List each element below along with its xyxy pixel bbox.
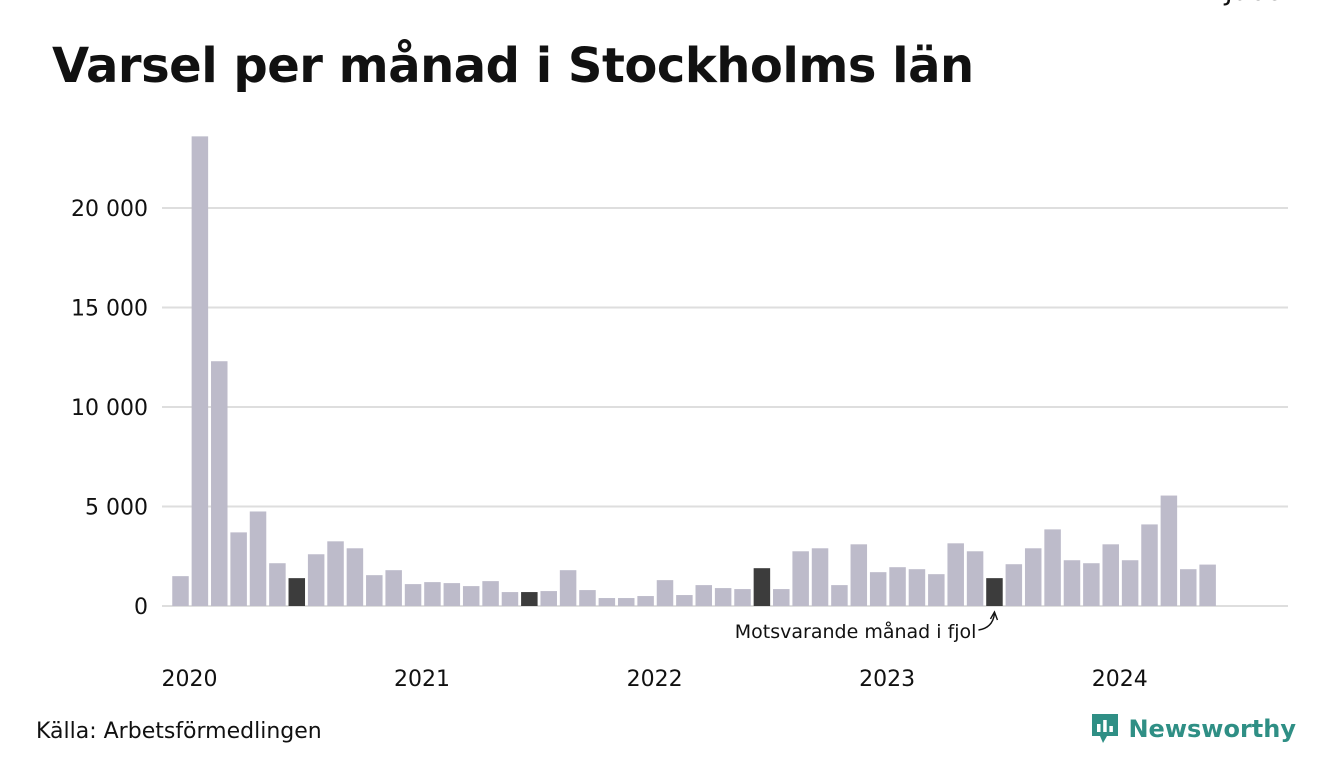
bar	[734, 589, 751, 606]
bar	[559, 570, 577, 606]
bar	[462, 586, 480, 606]
bar	[385, 570, 402, 606]
y-tick-label: 10 000	[71, 396, 148, 421]
bar	[773, 589, 790, 606]
bar	[850, 544, 868, 606]
bar	[191, 136, 209, 607]
bar	[230, 532, 247, 606]
bar	[908, 569, 926, 606]
bar	[1044, 529, 1061, 606]
y-tick-label: 5 000	[85, 496, 148, 521]
bar	[1121, 560, 1139, 606]
bar	[1160, 495, 1178, 606]
bar	[249, 511, 267, 606]
bar	[443, 583, 461, 606]
x-year-label: 2020	[162, 667, 218, 692]
bar	[1024, 548, 1042, 606]
current-month-label: Juli	[1223, 0, 1264, 7]
bar	[540, 591, 557, 606]
comparison-arrow	[978, 613, 996, 631]
bar	[869, 572, 887, 606]
bar	[714, 588, 732, 606]
comparison-arrowhead	[989, 610, 999, 621]
y-tick-label: 20 000	[71, 197, 148, 222]
x-year-label: 2023	[859, 667, 915, 692]
x-year-label: 2022	[627, 667, 683, 692]
bar	[346, 548, 364, 606]
comparison-label: Motsvarande månad i fjol	[735, 620, 977, 643]
bar	[792, 551, 809, 606]
bar	[269, 563, 286, 606]
bar	[831, 585, 848, 606]
bar	[424, 582, 441, 606]
bar	[404, 584, 422, 606]
bar	[1005, 564, 1023, 606]
bar	[656, 580, 674, 606]
bar	[1180, 569, 1197, 606]
source-note: Källa: Arbetsförmedlingen	[36, 719, 322, 744]
bar	[501, 592, 519, 606]
bar	[482, 581, 499, 606]
brand-name: Newsworthy	[1128, 715, 1296, 743]
bar	[637, 596, 654, 606]
bar	[366, 575, 383, 606]
bar	[811, 548, 829, 606]
bar	[579, 590, 596, 606]
bar-comparison	[521, 592, 538, 606]
bar	[1141, 524, 1158, 606]
bar	[1199, 564, 1216, 606]
bar	[1063, 560, 1081, 606]
bar	[947, 543, 964, 606]
y-tick-label: 0	[134, 595, 148, 620]
bar	[1083, 563, 1100, 606]
bar	[172, 576, 189, 606]
bar	[617, 598, 635, 606]
newsworthy-logo-icon	[1092, 714, 1119, 743]
bar	[966, 551, 984, 606]
x-year-label: 2024	[1092, 667, 1148, 692]
bar-comparison	[288, 578, 306, 606]
bar	[889, 567, 906, 606]
bar-comparison	[753, 568, 771, 606]
bar	[1102, 544, 1119, 606]
x-year-label: 2021	[394, 667, 450, 692]
bar	[928, 574, 945, 606]
y-tick-label: 15 000	[71, 297, 148, 322]
bar	[676, 595, 693, 606]
bar	[307, 554, 325, 606]
bar	[598, 598, 616, 606]
bar-chart: 0 5 000 10 000 15 000 20 000 2020 2021 2022 2023…	[71, 0, 1299, 692]
bar-comparison	[986, 578, 1003, 606]
chart-title: Varsel per månad i Stockholms län	[52, 38, 974, 94]
bar	[695, 585, 713, 606]
bar	[327, 541, 344, 606]
current-value-label: 2 081	[1225, 0, 1299, 7]
bar	[211, 361, 228, 606]
brand-logo: Newsworthy	[1090, 712, 1296, 746]
